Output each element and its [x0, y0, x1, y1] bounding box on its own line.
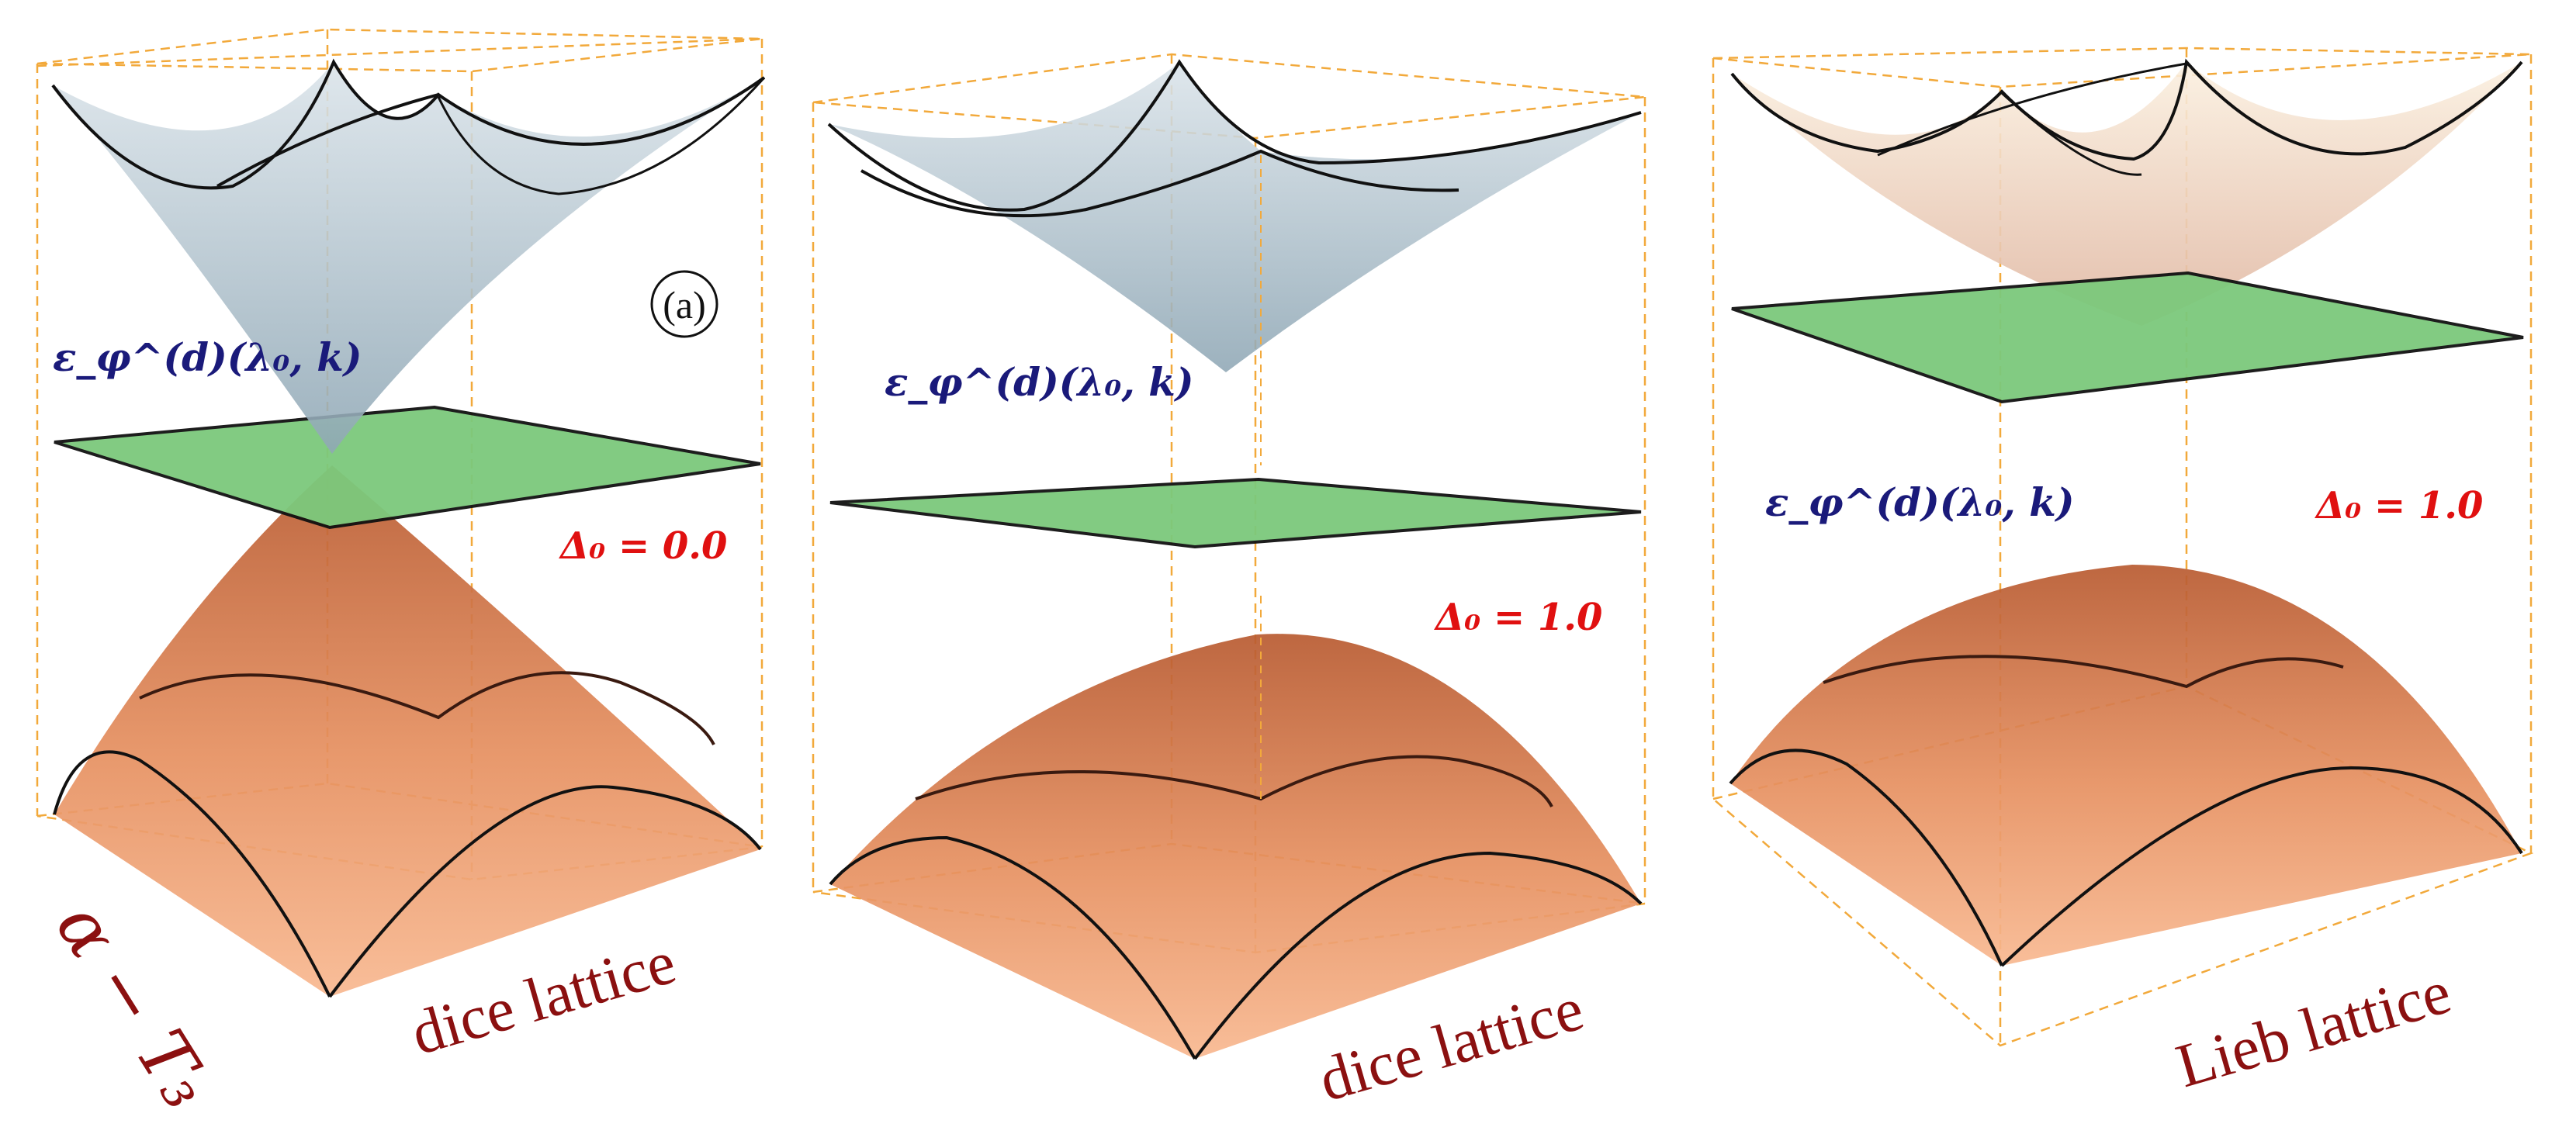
- lattice-label-3: Lieb lattice: [2169, 958, 2458, 1101]
- panel-tag-circle: [650, 270, 718, 338]
- delta-label-1: Δ₀ = 0.0: [559, 524, 727, 568]
- panel-tag: (a): [663, 283, 706, 327]
- flat-band-2: [829, 477, 1642, 549]
- lower-band-3: [1729, 565, 2523, 967]
- panel-3: ε_φ^(d)(λ₀, k) Δ₀ = 1.0 Lieb lattice: [1711, 47, 2534, 1101]
- delta-label-2: Δ₀ = 1.0: [1434, 596, 1602, 639]
- upper-band-3: [1730, 58, 2523, 326]
- flat-band-3: [1731, 271, 2524, 404]
- panel-1: (a) ε_φ^(d)(λ₀, k) Δ₀ = 0.0 dice lattice…: [36, 28, 766, 1122]
- delta-label-3: Δ₀ = 1.0: [2315, 484, 2483, 527]
- energy-label-1: ε_φ^(d)(λ₀, k): [53, 334, 362, 380]
- lower-band-1: [53, 465, 762, 998]
- upper-band-2: [827, 59, 1642, 465]
- upper-band-1: [51, 58, 766, 454]
- lower-band-2: [829, 589, 1643, 1060]
- energy-label-2: ε_φ^(d)(λ₀, k): [885, 359, 1194, 405]
- flat-band-1: [54, 405, 761, 530]
- energy-label-3: ε_φ^(d)(λ₀, k): [1765, 479, 2075, 525]
- panel-2: ε_φ^(d)(λ₀, k) Δ₀ = 1.0 dice lattice: [812, 53, 1646, 1115]
- side-label: α − T₃: [40, 889, 227, 1122]
